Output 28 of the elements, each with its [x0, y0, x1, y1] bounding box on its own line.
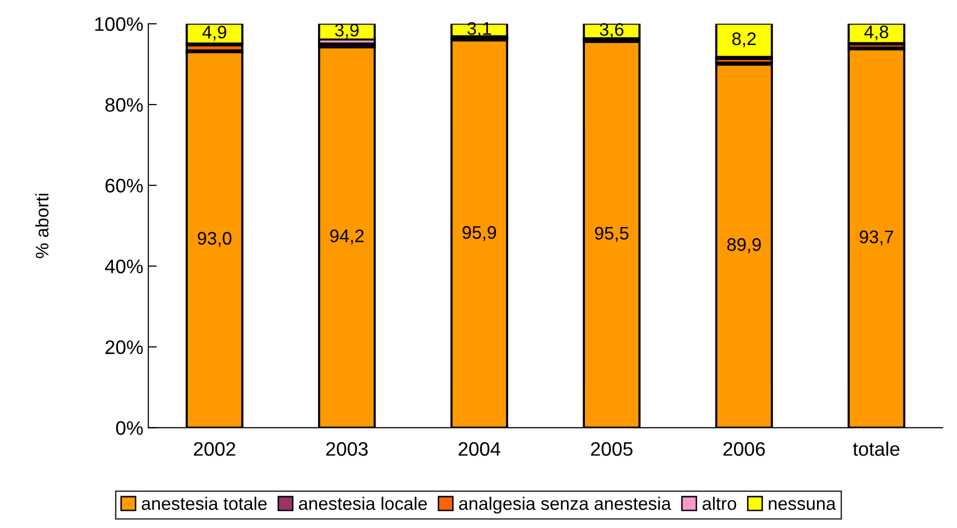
x-tick-label: 2005 — [591, 442, 632, 456]
x-tick-label: 2004 — [458, 442, 500, 456]
y-tick-label: 60% — [106, 178, 143, 193]
y-tick-label: 100% — [95, 17, 143, 31]
data-label: 94,2 — [330, 229, 364, 244]
data-label: 93,7 — [860, 230, 894, 246]
legend-label: altro — [702, 496, 736, 510]
legend-label: anestesia locale — [298, 496, 427, 510]
data-label: 3,9 — [335, 24, 359, 39]
data-label: 89,9 — [727, 238, 761, 254]
data-label: 4,9 — [202, 26, 226, 41]
data-label: 95,9 — [462, 226, 496, 241]
legend-label: anestesia totale — [142, 496, 267, 510]
data-label: 95,5 — [594, 226, 628, 242]
data-label: 93,0 — [198, 232, 232, 247]
data-label: 8,2 — [732, 32, 756, 48]
x-tick-label: 2002 — [194, 442, 236, 456]
y-axis-title: % aborti — [35, 194, 49, 258]
x-tick-label: 2003 — [326, 442, 368, 456]
y-tick-label: 0% — [116, 421, 143, 435]
x-tick-label: totale — [852, 442, 900, 456]
y-tick-label: 80% — [105, 98, 143, 112]
y-tick-label: 20% — [106, 340, 143, 354]
legend-label: nessuna — [768, 500, 836, 510]
x-tick-label: 2006 — [723, 442, 765, 456]
y-tick-label: 40% — [105, 260, 143, 274]
data-label: 4,8 — [864, 26, 888, 40]
legend-label: analgesia senza anestesia — [459, 496, 672, 514]
